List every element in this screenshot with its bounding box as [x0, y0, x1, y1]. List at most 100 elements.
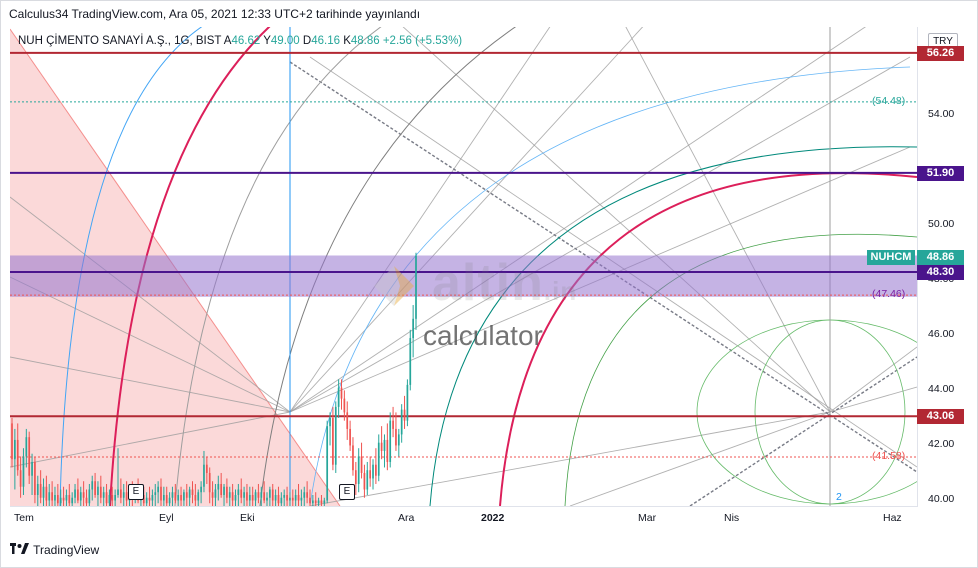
- fan-line: [569, 411, 831, 506]
- candle-body: [68, 494, 71, 504]
- candle-body: [31, 461, 33, 476]
- fan-line: [829, 386, 917, 413]
- candle-body: [151, 494, 154, 501]
- candle-body: [228, 492, 231, 498]
- candle-body: [214, 489, 217, 498]
- y-tick-label: 54.00: [928, 108, 955, 121]
- level-annotation: 2: [836, 490, 842, 503]
- fan-line: [402, 27, 831, 413]
- candle-body: [277, 494, 280, 504]
- fan-line: [10, 196, 291, 413]
- candle-body: [217, 483, 220, 490]
- candle-body: [360, 456, 363, 473]
- candle-body: [363, 472, 366, 490]
- plot-area[interactable]: [10, 27, 918, 507]
- y-tick-label: 44.00: [928, 383, 955, 396]
- gann-arc: [499, 172, 917, 506]
- candle-body: [300, 497, 303, 501]
- candle-body: [294, 494, 297, 501]
- footer-text: TradingView: [33, 543, 100, 557]
- candle-body: [97, 486, 99, 495]
- legend-close: 48.86: [350, 35, 380, 47]
- x-tick-label: Eki: [240, 512, 255, 524]
- earnings-marker[interactable]: E: [339, 484, 355, 500]
- level-annotation: (41.58): [872, 449, 906, 462]
- candle-body: [403, 409, 406, 421]
- candle-body: [174, 492, 177, 501]
- legend-open-key: A: [223, 35, 232, 47]
- gann-arc: [59, 27, 203, 506]
- gann-arc: [109, 27, 271, 506]
- candle-body: [188, 489, 191, 498]
- x-tick-label: Tem: [14, 512, 34, 524]
- candle-body: [334, 406, 337, 465]
- candle-body: [51, 492, 53, 501]
- candle-body: [283, 494, 286, 498]
- candle-body: [65, 494, 68, 501]
- candle-body: [205, 464, 208, 473]
- candle-body: [59, 497, 62, 504]
- candle-body: [346, 412, 349, 429]
- candle-body: [94, 481, 96, 495]
- candle-body: [183, 492, 185, 501]
- candle-body: [395, 428, 397, 446]
- chart-svg: [10, 27, 917, 506]
- candle-body: [208, 472, 211, 493]
- candle-body: [200, 486, 202, 493]
- fan-line: [289, 27, 644, 413]
- candle-body: [266, 497, 268, 501]
- candle-body: [397, 434, 400, 446]
- candle-body: [377, 442, 380, 476]
- candle-body: [39, 483, 42, 498]
- candle-body: [211, 492, 214, 498]
- candle-body: [317, 500, 320, 504]
- candle-body: [380, 442, 383, 451]
- candle-body: [243, 492, 245, 498]
- candle-body: [323, 500, 326, 504]
- fan-line: [625, 27, 831, 413]
- legend-low-key: D: [302, 35, 312, 47]
- candle-body: [56, 494, 59, 504]
- price-label: 48.30: [917, 264, 964, 280]
- diagonal-dotted-line: [689, 356, 917, 506]
- x-tick-label: Haz: [883, 512, 902, 524]
- candle-body: [28, 437, 31, 476]
- candle-body: [191, 489, 194, 495]
- candle-body: [162, 494, 165, 501]
- legend-symbol[interactable]: NUH ÇİMENTO SANAYİ A.Ş., 1G, BIST: [18, 35, 222, 47]
- candle-body: [352, 445, 354, 471]
- candle-body: [400, 409, 403, 435]
- watermark-sub: calculator: [423, 320, 543, 351]
- candle-body: [246, 492, 248, 501]
- candle-body: [168, 497, 171, 504]
- candle-body: [406, 384, 409, 421]
- y-tick-label: 50.00: [928, 218, 955, 231]
- candle-body: [62, 497, 65, 501]
- fan-line: [829, 346, 917, 413]
- candle-body: [357, 456, 360, 484]
- candle-body: [231, 492, 234, 501]
- candle-body: [74, 489, 76, 498]
- candle-body: [226, 486, 228, 498]
- candle-body: [332, 417, 334, 465]
- candle-body: [111, 494, 114, 501]
- watermark-brand: altin.in: [432, 253, 577, 313]
- candle-body: [240, 489, 243, 498]
- candle-body: [320, 500, 323, 504]
- candle-body: [194, 494, 197, 501]
- candle-body: [251, 494, 254, 501]
- candle-body: [248, 494, 251, 501]
- candle-body: [197, 492, 200, 501]
- candle-body: [337, 387, 340, 407]
- candle-body: [99, 486, 102, 498]
- candle-body: [203, 464, 205, 487]
- publish-header: Calculus34 TradingView.com, Ara 05, 2021…: [9, 7, 421, 21]
- candle-body: [180, 494, 182, 501]
- earnings-marker[interactable]: E: [128, 484, 144, 500]
- candle-body: [383, 439, 386, 451]
- price-label: 43.06: [917, 409, 964, 425]
- candle-body: [412, 318, 414, 339]
- y-tick-label: 40.00: [928, 493, 955, 506]
- legend-change: +2.56 (+5.53%): [382, 35, 463, 47]
- candle-body: [415, 255, 417, 319]
